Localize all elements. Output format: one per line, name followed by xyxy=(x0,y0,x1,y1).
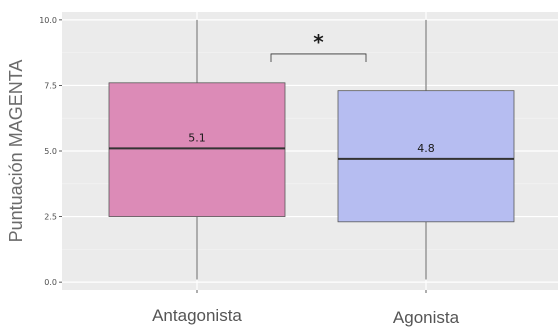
box-antagonista: 5.1 xyxy=(108,19,286,280)
box-iqr xyxy=(108,82,286,217)
x-tick-label: Agonista xyxy=(393,308,460,327)
y-tick-label: 5.0 xyxy=(44,147,57,156)
x-tick-label: Antagonista xyxy=(152,306,242,325)
y-tick-label: 2.5 xyxy=(44,213,57,222)
box-agonista: 4.8 xyxy=(337,19,515,280)
y-tick-label: 7.5 xyxy=(44,81,57,90)
y-tick-label: 10.0 xyxy=(39,16,57,25)
boxes: 5.1 4.8 xyxy=(108,19,515,280)
y-axis-label: Puntuación MAGENTA xyxy=(6,60,26,243)
significance-star: * xyxy=(313,30,324,54)
median-label: 5.1 xyxy=(188,131,206,144)
y-axis-ticks: 0.0 2.5 5.0 7.5 10.0 xyxy=(39,16,62,287)
median-label: 4.8 xyxy=(417,142,435,155)
box-iqr xyxy=(337,90,515,223)
bracket-line xyxy=(270,53,367,62)
y-tick-label: 0.0 xyxy=(44,278,57,287)
significance-bracket: * xyxy=(270,30,367,62)
x-axis-ticks: Antagonista Agonista xyxy=(152,290,460,327)
